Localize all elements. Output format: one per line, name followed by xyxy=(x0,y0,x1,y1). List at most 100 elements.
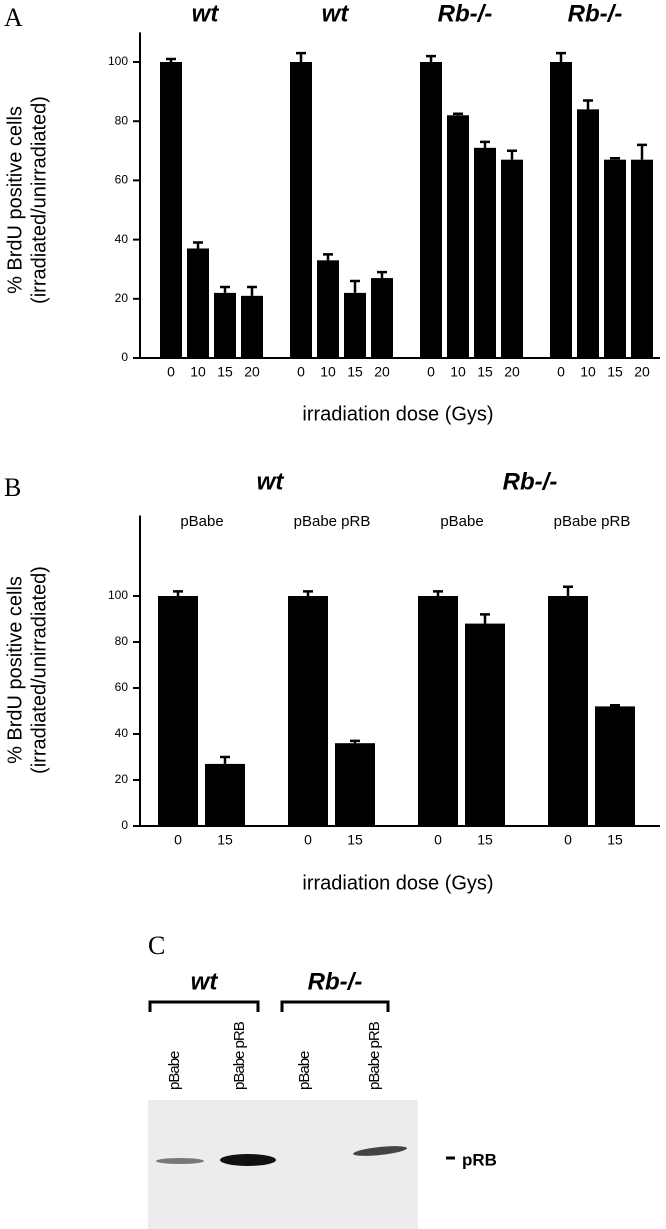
y-tick-label: 0 xyxy=(121,818,128,832)
bar xyxy=(474,147,496,358)
error-bar xyxy=(480,140,490,148)
x-tick-label: 20 xyxy=(374,364,390,380)
bar xyxy=(214,292,236,358)
blot-panel: wt Rb-/- pBabe pBabe pRB pBabe pBabe pRB… xyxy=(148,968,497,1229)
bar xyxy=(187,248,209,358)
x-tick-label: 15 xyxy=(217,832,233,848)
y-tick-label: 20 xyxy=(115,772,129,786)
error-bar xyxy=(583,99,593,110)
error-bar xyxy=(350,739,360,744)
error-bar xyxy=(480,613,490,624)
error-bar xyxy=(563,585,573,596)
error-bar xyxy=(303,590,313,596)
bar xyxy=(205,763,245,826)
x-tick-label: 15 xyxy=(477,364,493,380)
y-tick-label: 60 xyxy=(115,173,129,187)
x-tick-label: 0 xyxy=(564,832,572,848)
error-bar xyxy=(296,51,306,62)
bar xyxy=(371,278,393,358)
x-tick-label: 10 xyxy=(320,364,336,380)
y-axis-label: % BrdU positive cells xyxy=(4,576,26,764)
error-bar xyxy=(377,270,387,279)
x-tick-label: 0 xyxy=(167,364,175,380)
x-tick-label: 10 xyxy=(580,364,596,380)
group-label: Rb-/- xyxy=(503,468,558,495)
bar xyxy=(577,109,599,358)
x-tick-label: 20 xyxy=(244,364,260,380)
band xyxy=(220,1154,276,1166)
bar xyxy=(335,743,375,826)
bar xyxy=(317,260,339,358)
group-label: Rb-/- xyxy=(438,0,493,27)
x-tick-label: 15 xyxy=(477,832,493,848)
x-tick-label: 10 xyxy=(190,364,206,380)
bar xyxy=(604,159,626,358)
panel-letter: C xyxy=(148,931,165,960)
x-tick-label: 0 xyxy=(304,832,312,848)
y-tick-label: 100 xyxy=(108,588,128,602)
y-axis-label: % BrdU positive cells xyxy=(4,106,26,294)
error-bar xyxy=(220,755,230,764)
error-bar xyxy=(220,285,230,293)
x-tick-label: 15 xyxy=(607,364,623,380)
error-bar xyxy=(610,704,620,707)
group-label: wt xyxy=(322,0,350,27)
lane-label: pBabe pRB xyxy=(231,1021,248,1090)
x-axis-label: irradiation dose (Gys) xyxy=(302,872,493,894)
blot-group: Rb-/- xyxy=(308,968,363,995)
error-bar xyxy=(507,149,517,160)
bracket xyxy=(280,1000,390,1012)
group-label: wt xyxy=(257,468,285,495)
y-tick-label: 20 xyxy=(115,291,129,305)
bar xyxy=(501,159,523,358)
error-bar xyxy=(193,241,203,249)
bar xyxy=(420,62,442,358)
x-tick-label: 20 xyxy=(504,364,520,380)
error-bar xyxy=(323,253,333,261)
x-tick-label: 15 xyxy=(217,364,233,380)
error-bar xyxy=(247,285,257,296)
blot-image xyxy=(148,1100,418,1229)
error-bar xyxy=(350,279,360,293)
y-tick-label: 0 xyxy=(121,350,128,364)
error-bar xyxy=(433,590,443,596)
error-bar xyxy=(637,143,647,160)
bar xyxy=(158,596,198,826)
y-axis-label: (irradiated/unirradiated) xyxy=(28,566,50,774)
bar xyxy=(290,62,312,358)
subgroup-label: pBabe pRB xyxy=(294,513,371,530)
group-label: wt xyxy=(192,0,220,27)
bar xyxy=(631,159,653,358)
error-bar xyxy=(426,54,436,62)
bar xyxy=(418,596,458,826)
bar xyxy=(288,596,328,826)
x-tick-label: 15 xyxy=(347,364,363,380)
bar xyxy=(241,295,263,358)
x-tick-label: 0 xyxy=(557,364,565,380)
bar xyxy=(344,292,366,358)
subgroup-label: pBabe pRB xyxy=(554,513,631,530)
x-axis-label: irradiation dose (Gys) xyxy=(302,403,493,425)
x-tick-label: 0 xyxy=(174,832,182,848)
subgroup-label: pBabe xyxy=(440,513,483,530)
y-tick-label: 80 xyxy=(115,634,129,648)
x-tick-label: 15 xyxy=(347,832,363,848)
y-tick-label: 60 xyxy=(115,680,129,694)
x-tick-label: 0 xyxy=(434,832,442,848)
bar xyxy=(595,706,635,826)
bar xyxy=(550,62,572,358)
x-tick-label: 20 xyxy=(634,364,650,380)
band xyxy=(156,1158,204,1164)
y-tick-label: 40 xyxy=(115,232,129,246)
error-bar xyxy=(556,51,566,62)
group-label: Rb-/- xyxy=(568,0,623,27)
panel-letter: B xyxy=(4,473,21,502)
blot-group: wt xyxy=(191,968,219,995)
error-bar xyxy=(173,590,183,596)
bar xyxy=(548,596,588,826)
y-axis-label: (irradiated/unirradiated) xyxy=(28,96,50,304)
error-bar xyxy=(610,156,620,160)
y-tick-label: 80 xyxy=(115,113,129,127)
y-tick-label: 100 xyxy=(108,54,128,68)
